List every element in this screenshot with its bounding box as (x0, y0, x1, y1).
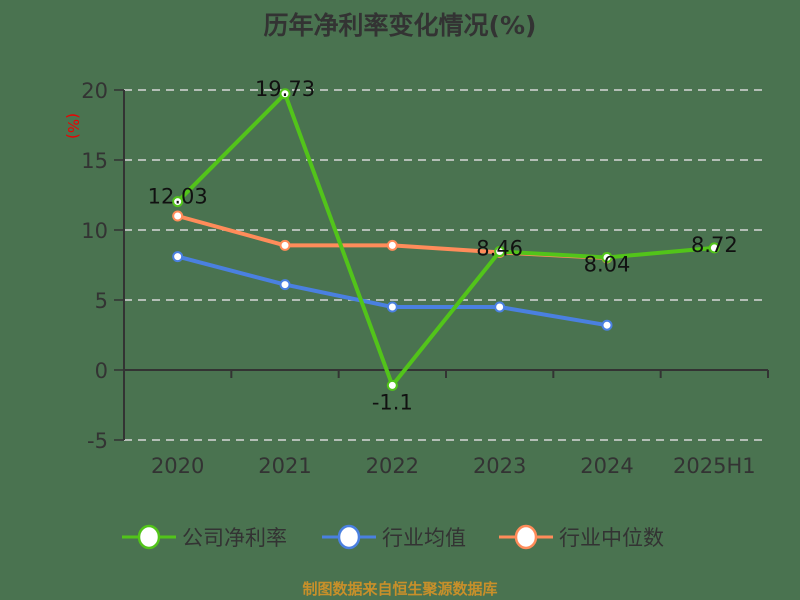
legend-label: 行业中位数 (559, 526, 664, 550)
legend-label: 行业均值 (382, 526, 466, 550)
legend-item-company[interactable]: 公司净利率 (122, 522, 287, 552)
data-point[interactable] (279, 88, 291, 100)
data-label: 8.46 (476, 237, 523, 261)
legend-marker-icon (499, 524, 553, 550)
data-label: 8.72 (691, 233, 738, 257)
data-label: 8.04 (584, 252, 631, 276)
x-tick-label: 2020 (151, 454, 204, 478)
data-point[interactable] (172, 210, 184, 222)
data-label: 19.73 (255, 77, 315, 101)
data-label: -1.1 (372, 390, 413, 414)
legend-marker-icon (122, 524, 176, 550)
legend: 公司净利率 行业均值 行业中位数 (0, 522, 800, 552)
y-tick-label: 10 (81, 219, 108, 243)
legend-item-industry-median[interactable]: 行业中位数 (499, 522, 664, 552)
data-point[interactable] (494, 301, 506, 313)
series-line (177, 254, 608, 328)
legend-marker-icon (322, 524, 376, 550)
data-point[interactable] (386, 239, 398, 251)
legend-label: 公司净利率 (182, 526, 287, 550)
y-tick-label: 15 (81, 149, 108, 173)
data-point[interactable] (386, 379, 398, 391)
data-point[interactable] (279, 239, 291, 251)
data-point[interactable] (601, 319, 613, 331)
data-point[interactable] (172, 196, 184, 208)
data-point[interactable] (172, 251, 184, 263)
y-axis-unit: (%) (64, 113, 82, 139)
y-tick-label: 0 (95, 359, 108, 383)
x-tick-label: 2022 (366, 454, 419, 478)
y-tick-label: 20 (81, 79, 108, 103)
source-footer: 制图数据来自恒生聚源数据库 (302, 580, 498, 598)
series-line (177, 214, 608, 260)
data-label: 12.03 (148, 185, 208, 209)
y-tick-label: 5 (95, 289, 108, 313)
data-point[interactable] (708, 242, 720, 254)
x-tick-label: 2021 (258, 454, 311, 478)
data-point[interactable] (279, 279, 291, 291)
legend-item-industry-mean[interactable]: 行业均值 (322, 522, 466, 552)
x-tick-label: 2025H1 (673, 454, 756, 478)
chart-title: 历年净利率变化情况(%) (263, 11, 537, 40)
data-point[interactable] (494, 246, 506, 258)
y-tick-label: -5 (87, 429, 108, 453)
data-point[interactable] (386, 301, 398, 313)
series-line (176, 91, 715, 388)
x-tick-label: 2024 (580, 454, 633, 478)
data-point[interactable] (601, 251, 613, 263)
x-tick-label: 2023 (473, 454, 526, 478)
